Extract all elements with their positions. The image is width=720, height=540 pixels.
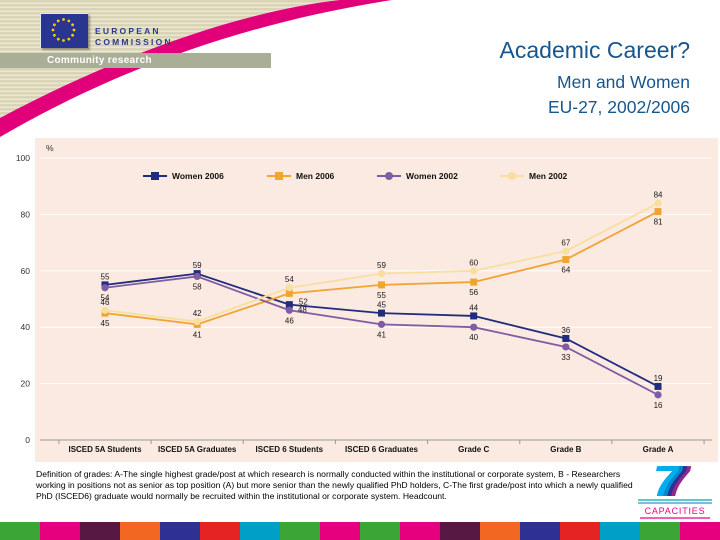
strip-block — [0, 522, 40, 540]
legend-label: Women 2002 — [406, 171, 458, 181]
svg-text:7: 7 — [653, 457, 680, 506]
svg-text:60: 60 — [21, 266, 31, 276]
chart-plot-area — [35, 138, 718, 462]
legend-marker-icon — [275, 172, 283, 180]
slide-subtitle-2: EU-27, 2002/2006 — [547, 97, 690, 117]
legend-marker-icon — [385, 172, 393, 180]
community-research-banner: Community research — [0, 53, 271, 68]
legend-item-women-2002: Women 2002 — [377, 171, 458, 181]
svg-text:7: 7 — [661, 457, 688, 506]
legend-item-men-2006: Men 2006 — [267, 171, 334, 181]
strip-block — [680, 522, 720, 540]
svg-text:7: 7 — [665, 457, 692, 506]
legend-label: Men 2006 — [296, 171, 335, 181]
commission-wordmark-line2: COMMISSION — [95, 37, 173, 47]
strip-block — [480, 522, 520, 540]
strip-block — [640, 522, 680, 540]
svg-text:40: 40 — [21, 322, 31, 332]
strip-block — [360, 522, 400, 540]
legend-item-women-2006: Women 2006 — [143, 171, 224, 181]
legend-label: Men 2002 — [529, 171, 568, 181]
strip-block — [520, 522, 560, 540]
legend-label: Women 2006 — [172, 171, 224, 181]
community-research-label: Community research — [47, 55, 152, 66]
strip-block — [40, 522, 80, 540]
legend-item-men-2002: Men 2002 — [500, 171, 567, 181]
svg-text:80: 80 — [21, 209, 31, 219]
legend-marker-icon — [151, 172, 159, 180]
commission-wordmark: EUROPEAN COMMISSION — [95, 26, 173, 48]
strip-block — [600, 522, 640, 540]
strip-block — [200, 522, 240, 540]
grade-definition-text: Definition of grades: A-The single highe… — [36, 469, 633, 501]
strip-block — [120, 522, 160, 540]
strip-block — [160, 522, 200, 540]
strip-block — [80, 522, 120, 540]
strip-block — [400, 522, 440, 540]
strip-block — [560, 522, 600, 540]
footer-color-strip — [0, 522, 720, 540]
slide-title: Academic Career? — [499, 37, 690, 63]
strip-block — [440, 522, 480, 540]
strip-block — [320, 522, 360, 540]
legend-marker-icon — [508, 172, 516, 180]
capacities-logo: 7 7 7 7 CAPACITIES — [638, 457, 712, 519]
eu-flag — [40, 13, 88, 48]
legend-line-icon — [267, 172, 291, 180]
legend-line-icon — [143, 172, 167, 180]
capacities-seven-icon: 7 7 7 7 — [653, 457, 692, 506]
strip-block — [240, 522, 280, 540]
legend-line-icon — [500, 172, 524, 180]
commission-wordmark-line1: EUROPEAN — [95, 26, 161, 36]
svg-text:0: 0 — [25, 435, 30, 445]
title-block: Academic Career? Men and Women EU-27, 20… — [500, 37, 690, 122]
svg-text:20: 20 — [21, 379, 31, 389]
strip-block — [280, 522, 320, 540]
slide-subtitle-1: Men and Women — [557, 72, 690, 92]
capacities-label: CAPACITIES — [645, 506, 706, 516]
eu-flag-stars-icon — [51, 18, 76, 42]
legend-line-icon — [377, 172, 401, 180]
svg-text:100: 100 — [16, 153, 30, 163]
svg-text:7: 7 — [657, 457, 684, 506]
